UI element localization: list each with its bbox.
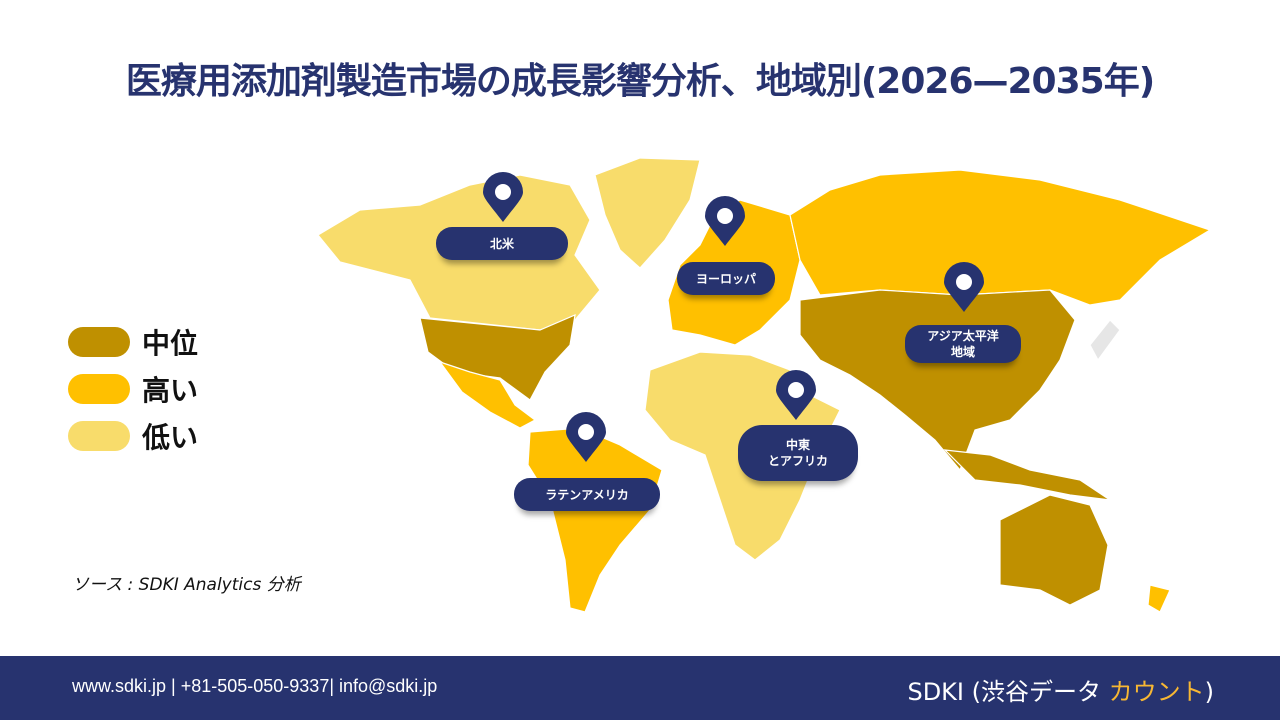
legend-label: 高い [142,373,199,407]
label-europe: ヨーロッパ [677,262,775,295]
legend-item-mid: 中位 [68,318,198,365]
label-latin-america: ラテンアメリカ [514,478,660,511]
legend-swatch [68,420,130,451]
label-mea-line1: 中東 [785,438,810,452]
legend-label: 中位 [142,326,199,360]
region-mexico [438,360,537,429]
region-japan [1089,319,1121,362]
label-mea-line2: とアフリカ [767,454,828,468]
map-pins [483,172,984,462]
brand-accent: カウント [1108,678,1205,706]
region-south-america [527,427,663,613]
brand-main: SDKI (渋谷データ [907,678,1109,706]
contact-info: www.sdki.jp | +81-505-050-9337| info@sdk… [72,676,438,696]
legend-item-low: 低い [68,412,198,459]
brand-end: ) [1204,678,1214,706]
source-note: ソース : SDKI Analytics 分析 [72,575,301,595]
region-australia [999,494,1109,606]
label-asia-pacific: アジア太平洋 地域 [905,325,1021,363]
region-new-zealand [1147,584,1171,613]
pin-mea-icon [776,370,816,420]
pin-europe-icon [705,196,745,246]
pin-north-america-icon [483,172,523,222]
label-asia-line2: 地域 [950,345,975,359]
legend: 中位 高い 低い [68,318,198,459]
legend-swatch [68,373,130,404]
pin-asia-icon [944,262,984,312]
region-greenland [594,157,701,269]
region-russia [789,169,1212,306]
legend-label: 低い [142,420,199,454]
footer: www.sdki.jp | +81-505-050-9337| info@sdk… [0,656,1280,720]
label-asia-line1: アジア太平洋 [927,329,999,343]
page-title: 医療用添加剤製造市場の成長影響分析、地域別(2026—2035年) [125,61,1155,102]
brand: SDKI (渋谷データ カウント) [907,672,1214,707]
legend-item-high: 高い [68,365,198,412]
label-north-america: 北米 [436,227,568,260]
pin-latam-icon [566,412,606,462]
region-se-asia [943,449,1111,501]
legend-swatch [68,326,130,357]
label-mea: 中東 とアフリカ [738,425,858,481]
